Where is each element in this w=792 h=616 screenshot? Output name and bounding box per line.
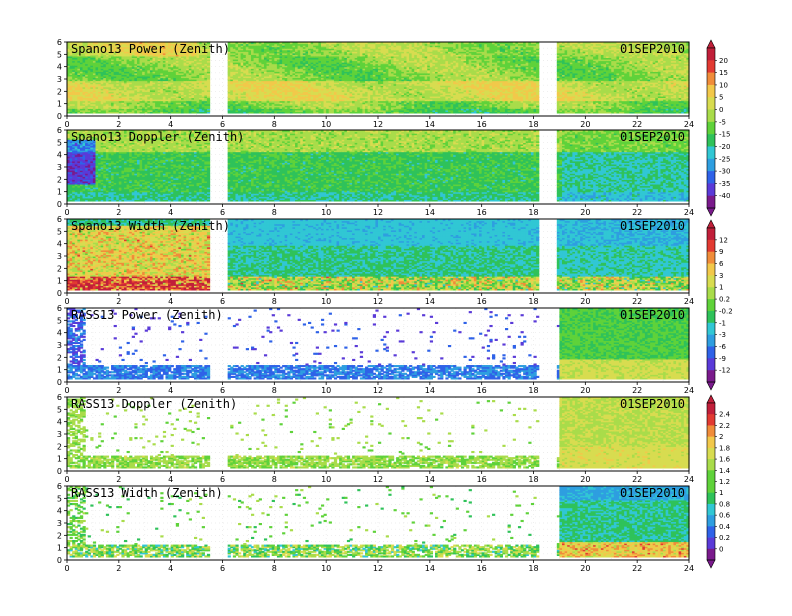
panel-1: 0123456024681012141618202224Spano13 Powe… — [57, 38, 694, 129]
